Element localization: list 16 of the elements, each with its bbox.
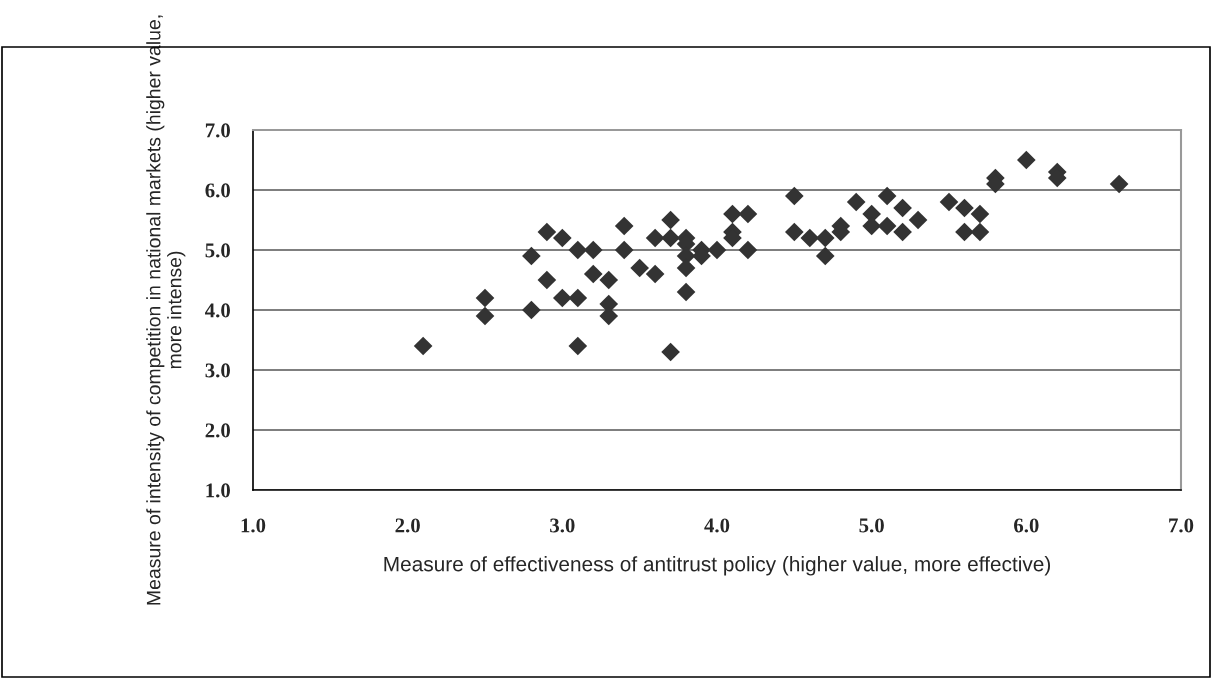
x-tick-label: 6.0 xyxy=(1014,518,1039,533)
y-tick-label: 7.0 xyxy=(205,123,230,138)
y-tick-label: 2.0 xyxy=(205,423,230,438)
x-tick-label: 1.0 xyxy=(241,518,266,533)
x-tick-label: 5.0 xyxy=(859,518,884,533)
x-tick-label: 3.0 xyxy=(550,518,575,533)
y-axis-title: Measure of intensity of competition in national markets (higher value, more intense) xyxy=(146,15,186,605)
y-tick-label: 1.0 xyxy=(206,483,230,498)
x-tick-label: 2.0 xyxy=(395,518,420,533)
x-tick-label: 4.0 xyxy=(704,518,730,533)
y-tick-label: 4.0 xyxy=(205,303,230,318)
y-tick-label: 5.0 xyxy=(205,243,230,258)
x-axis-title: Measure of effectiveness of antitrust policy (higher value, more effective) xyxy=(384,556,1051,576)
x-tick-label: 7.0 xyxy=(1169,518,1194,533)
y-tick-label: 6.0 xyxy=(205,183,230,198)
y-tick-label: 3.0 xyxy=(205,363,230,378)
